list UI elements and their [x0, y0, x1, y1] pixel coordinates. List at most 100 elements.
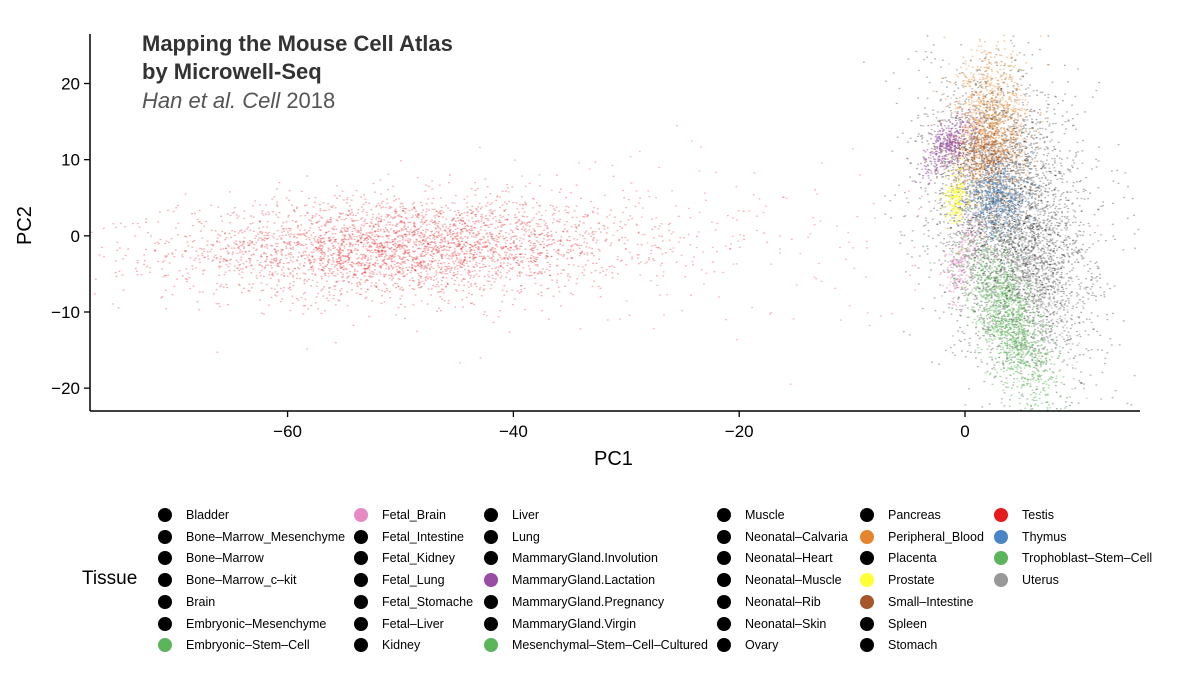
- data-point: [238, 264, 241, 266]
- data-point: [490, 248, 492, 250]
- data-point: [819, 220, 822, 222]
- data-point: [1014, 99, 1016, 101]
- data-point: [451, 277, 453, 280]
- data-point: [736, 339, 738, 341]
- data-point: [1035, 275, 1038, 277]
- data-point: [1031, 158, 1034, 160]
- data-point: [251, 240, 254, 242]
- data-point: [372, 271, 375, 273]
- data-point: [977, 223, 980, 225]
- data-point: [1032, 228, 1035, 231]
- data-point: [1063, 239, 1066, 241]
- data-point: [462, 228, 464, 230]
- data-point: [341, 255, 344, 257]
- data-point: [1018, 222, 1021, 224]
- data-point: [469, 271, 472, 273]
- data-point: [1066, 397, 1069, 399]
- data-point: [1013, 226, 1016, 228]
- data-point: [371, 300, 374, 302]
- data-point: [527, 261, 530, 263]
- data-point: [440, 310, 442, 312]
- data-point: [389, 297, 391, 299]
- data-point: [494, 247, 496, 250]
- data-point: [514, 214, 517, 216]
- data-point: [998, 145, 1000, 148]
- data-point: [468, 231, 471, 234]
- data-point: [529, 260, 532, 262]
- data-point: [423, 255, 426, 257]
- data-point: [280, 258, 282, 261]
- data-point: [816, 193, 819, 195]
- data-point: [418, 283, 421, 285]
- data-point: [396, 236, 399, 238]
- data-point: [435, 222, 437, 224]
- data-point: [577, 225, 580, 227]
- data-point: [490, 257, 493, 259]
- data-point: [1038, 190, 1041, 193]
- data-point: [369, 237, 372, 239]
- data-point: [1099, 334, 1102, 337]
- data-point: [283, 275, 286, 277]
- data-point: [352, 274, 355, 277]
- data-point: [1003, 109, 1006, 112]
- data-point: [1023, 140, 1026, 142]
- data-point: [376, 243, 379, 245]
- data-point: [1089, 288, 1092, 290]
- data-point: [613, 266, 616, 268]
- data-point: [582, 235, 584, 237]
- data-point: [258, 220, 261, 222]
- data-point: [1034, 239, 1036, 241]
- data-point: [404, 251, 407, 254]
- data-point: [348, 234, 351, 236]
- data-point: [238, 245, 240, 248]
- data-point: [973, 214, 976, 216]
- data-point: [216, 282, 219, 285]
- data-point: [1012, 35, 1015, 37]
- data-point: [421, 205, 423, 207]
- data-point: [1031, 360, 1034, 362]
- data-point: [543, 238, 545, 240]
- data-point: [591, 285, 594, 288]
- data-point: [314, 258, 317, 260]
- data-point: [433, 246, 436, 248]
- data-point: [303, 262, 306, 264]
- data-point: [453, 272, 455, 274]
- data-point: [198, 220, 201, 223]
- data-point: [1015, 237, 1018, 239]
- data-point: [250, 265, 252, 267]
- data-point: [655, 217, 658, 219]
- data-point: [999, 310, 1002, 313]
- data-point: [503, 294, 506, 296]
- data-point: [533, 230, 536, 232]
- data-point: [1056, 178, 1059, 180]
- data-point: [986, 226, 989, 228]
- data-point: [986, 282, 989, 284]
- data-point: [1035, 173, 1038, 175]
- data-point: [237, 261, 240, 263]
- data-point: [454, 228, 457, 230]
- data-point: [395, 199, 397, 201]
- data-point: [979, 249, 982, 252]
- data-point: [399, 272, 401, 274]
- data-point: [293, 211, 296, 213]
- data-point: [401, 245, 404, 247]
- data-point: [303, 265, 305, 267]
- data-point: [936, 167, 939, 169]
- data-point: [1024, 155, 1027, 158]
- data-point: [926, 253, 929, 255]
- data-point: [264, 260, 267, 262]
- data-point: [327, 221, 330, 223]
- data-point: [334, 233, 337, 235]
- data-point: [1025, 311, 1028, 313]
- data-point: [1008, 180, 1011, 182]
- data-point: [199, 261, 201, 264]
- data-point: [368, 225, 371, 227]
- data-point: [743, 238, 745, 240]
- data-point: [914, 289, 917, 291]
- data-point: [200, 230, 202, 232]
- data-point: [363, 265, 366, 267]
- data-point: [989, 153, 992, 155]
- data-point: [718, 296, 720, 298]
- data-point: [341, 266, 344, 268]
- data-point: [229, 259, 231, 261]
